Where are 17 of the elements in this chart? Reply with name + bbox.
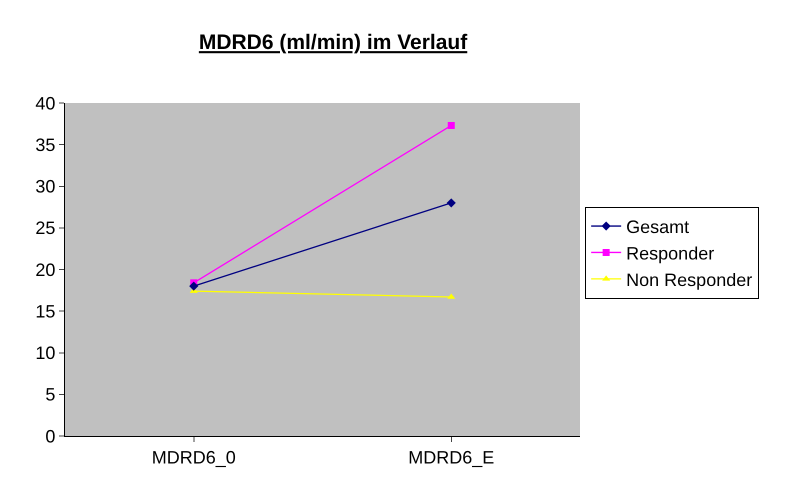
legend-label: Responder [626,243,714,264]
y-tick-label: 5 [45,384,56,405]
y-tick-label: 10 [35,343,56,364]
x-tick-label: MDRD6_0 [152,448,236,468]
y-tick-label: 20 [35,260,56,280]
y-tick-label: 30 [35,176,56,197]
legend-label: Gesamt [626,217,690,238]
point [446,198,456,208]
x-tick-label: MDRD6_E [408,448,494,468]
y-tick-label: 35 [35,134,56,155]
legend-label: Non Responder [626,270,752,290]
y-tick-label: 15 [35,301,56,322]
y-tick-label: 40 [35,93,56,114]
y-tick-label: 25 [35,218,56,238]
point [448,122,455,129]
chart-title: MDRD6 (ml/min) im Verlauf [198,31,468,54]
y-tick-label: 0 [45,426,56,446]
